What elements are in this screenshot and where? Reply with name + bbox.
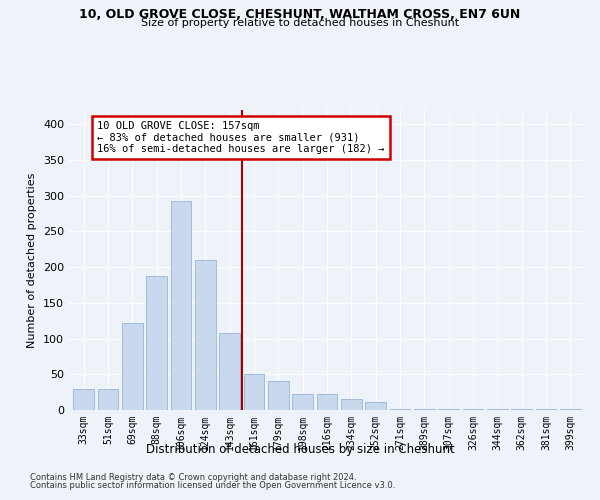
Bar — [365, 402, 386, 410]
Bar — [317, 394, 337, 410]
Bar — [170, 200, 191, 410]
Text: Size of property relative to detached houses in Cheshunt: Size of property relative to detached ho… — [141, 18, 459, 28]
Text: Contains public sector information licensed under the Open Government Licence v3: Contains public sector information licen… — [30, 481, 395, 490]
Bar — [292, 394, 313, 410]
Text: 10 OLD GROVE CLOSE: 157sqm
← 83% of detached houses are smaller (931)
16% of sem: 10 OLD GROVE CLOSE: 157sqm ← 83% of deta… — [97, 120, 385, 154]
Bar — [146, 276, 167, 410]
Bar — [268, 380, 289, 410]
Bar — [73, 388, 94, 410]
Bar — [439, 408, 459, 410]
Bar — [219, 333, 240, 410]
Bar — [122, 323, 143, 410]
Text: Contains HM Land Registry data © Crown copyright and database right 2024.: Contains HM Land Registry data © Crown c… — [30, 472, 356, 482]
Bar — [98, 388, 118, 410]
Bar — [389, 408, 410, 410]
Bar — [560, 408, 581, 410]
Y-axis label: Number of detached properties: Number of detached properties — [28, 172, 37, 348]
Text: 10, OLD GROVE CLOSE, CHESHUNT, WALTHAM CROSS, EN7 6UN: 10, OLD GROVE CLOSE, CHESHUNT, WALTHAM C… — [79, 8, 521, 20]
Bar — [195, 260, 215, 410]
Bar — [463, 408, 484, 410]
Bar — [341, 398, 362, 410]
Text: Distribution of detached houses by size in Cheshunt: Distribution of detached houses by size … — [146, 442, 454, 456]
Bar — [244, 374, 265, 410]
Bar — [414, 408, 435, 410]
